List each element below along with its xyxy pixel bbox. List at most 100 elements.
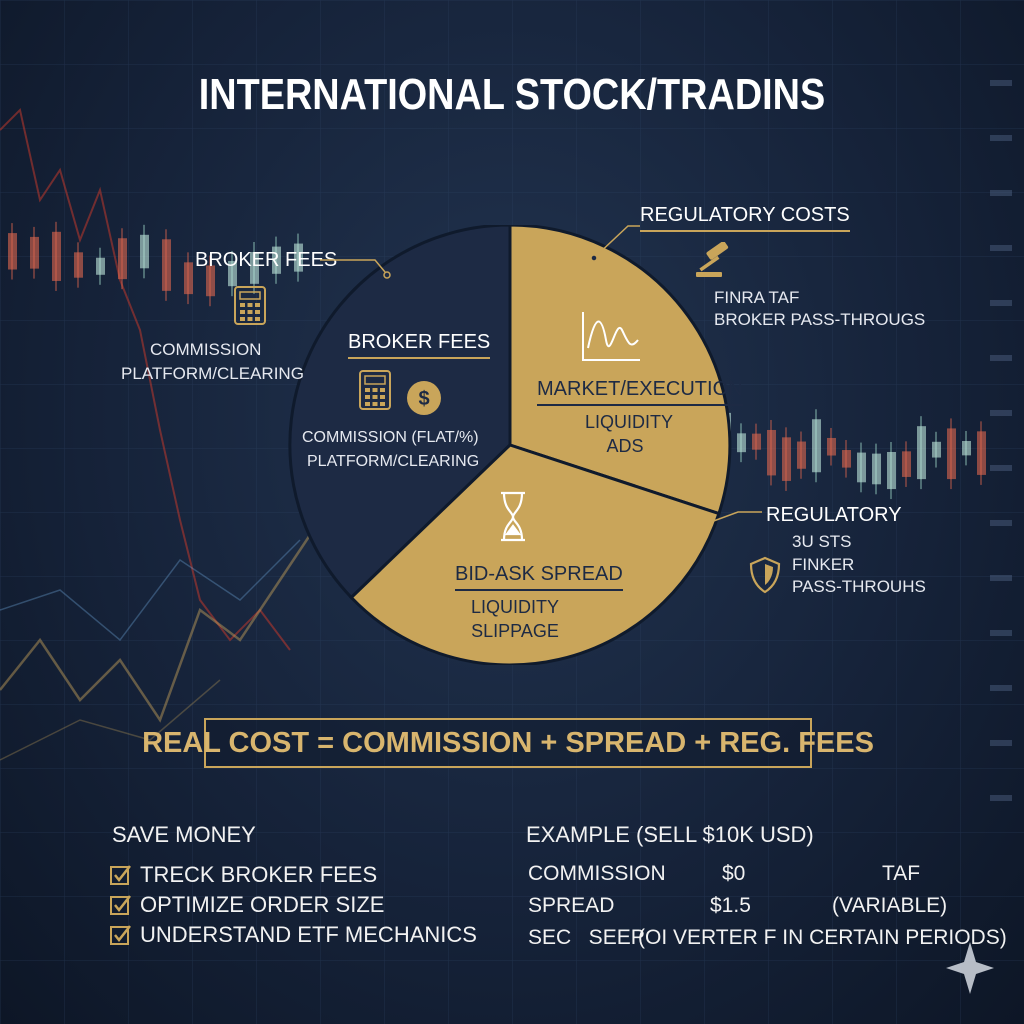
right-top-callout-connector (590, 225, 640, 262)
candle-body (74, 252, 83, 278)
sparkle-icon (946, 942, 994, 994)
page-title: INTERNATIONAL STOCK/TRADINS (198, 70, 826, 119)
example-row-label: SEC SEEP (528, 926, 645, 949)
spread-slice-heading: BID-ASK SPREAD (455, 563, 623, 591)
axis-tick (990, 520, 1012, 526)
candle-body (932, 441, 941, 458)
axis-tick (990, 190, 1012, 196)
shield-icon (749, 556, 781, 594)
candlesticks-left (8, 221, 303, 307)
candle-body (917, 426, 926, 480)
example-row-value: $1.5 (710, 894, 751, 917)
candle-body (140, 234, 149, 269)
pie-slice-market (508, 225, 732, 516)
left-callout-line-2: PLATFORM/CLEARING (121, 364, 304, 383)
broker-slice-line-2: PLATFORM/CLEARING (307, 453, 480, 470)
axis-tick (990, 300, 1012, 306)
candle-body (30, 236, 39, 269)
pie-slice-broker (288, 225, 512, 600)
broker-slice-line-1: COMMISSION (FLAT/%) (302, 429, 479, 446)
candle-body (767, 429, 776, 476)
axis-tick (990, 685, 1012, 691)
candle-body (184, 262, 193, 295)
candle-body (737, 433, 746, 453)
left-callout-heading: BROKER FEES (195, 249, 338, 271)
candle-body (812, 419, 821, 473)
candle-body (228, 260, 237, 287)
candle-body (752, 433, 761, 450)
axis-tick (990, 465, 1012, 471)
cost-pie-chart: $ (288, 225, 732, 665)
candle-body (842, 450, 851, 468)
calculator-icon (359, 370, 391, 410)
right-top-callout-line-1: FINRA TAF (714, 288, 800, 307)
right-bottom-callout-heading: REGULATORY (766, 504, 902, 526)
example-row-note: (VARIABLE) (832, 894, 948, 917)
right-bottom-callout-line-2: FINKER (792, 555, 855, 574)
candle-body (782, 437, 791, 481)
axis-tick (990, 245, 1012, 251)
right-bottom-callout-line-1: 3U STS (792, 532, 852, 551)
list-item: TRECK BROKER FEES (110, 860, 477, 890)
example-row-label: COMMISSION (528, 862, 666, 885)
candle-body (272, 246, 281, 274)
right-top-callout-line-2: BROKER PASS-THROUGS (714, 310, 926, 329)
checkbox-checked-icon (110, 925, 131, 945)
candle-body (872, 453, 881, 485)
candle-body (118, 238, 127, 280)
example-row-value: $0 (722, 862, 746, 885)
list-item: OPTIMIZE ORDER SIZE (110, 890, 477, 920)
save-money-item: TRECK BROKER FEES (140, 862, 378, 887)
candle-body (857, 452, 866, 483)
market-slice-line-2: ADS (606, 436, 644, 456)
axis-tick (990, 355, 1012, 361)
right-bottom-callout-line-3: PASS-THROUHS (792, 577, 926, 596)
axis-tick (990, 575, 1012, 581)
line-chart-icon (582, 312, 640, 361)
axis-tick (990, 795, 1012, 801)
spread-slice-line-2: SLIPPAGE (471, 621, 559, 641)
axis-tick (990, 410, 1012, 416)
example-row-value: (OI VERTER F IN CERTAIN PERIODS) (638, 926, 1007, 949)
svg-text:$: $ (418, 388, 429, 410)
axis-tick (990, 135, 1012, 141)
market-slice-heading: MARKET/EXECUTION (537, 378, 743, 406)
candle-body (250, 251, 259, 284)
candle-body (294, 243, 303, 272)
example-row-note: TAF (882, 862, 921, 885)
list-item: UNDERSTAND ETF MECHANICS (110, 920, 477, 950)
market-slice-line-1: LIQUIDITY (585, 412, 674, 432)
candle-body (162, 239, 171, 291)
save-money-item: OPTIMIZE ORDER SIZE (140, 892, 385, 917)
checkbox-checked-icon (110, 895, 131, 915)
real-cost-formula: REAL COST = COMMISSION + SPREAD + REG. F… (142, 718, 874, 768)
candle-body (797, 441, 806, 469)
candle-body (8, 233, 17, 270)
candle-body (96, 257, 105, 275)
candle-body (206, 265, 215, 297)
hourglass-icon (501, 491, 525, 542)
example-heading: EXAMPLE (SELL $10K USD) (526, 822, 814, 847)
candle-body (947, 428, 956, 480)
axis-tick (990, 630, 1012, 636)
calculator-icon (234, 286, 266, 325)
axis-tick (990, 740, 1012, 746)
left-callout-connector (320, 259, 391, 279)
example-row-label: SPREAD (528, 894, 615, 917)
right-top-callout-heading: REGULATORY COSTS (640, 204, 850, 232)
save-money-heading: SAVE MONEY (112, 822, 256, 847)
gavel-icon (696, 242, 729, 277)
axis-tick (990, 80, 1012, 86)
candle-body (902, 451, 911, 477)
left-callout-line-1: COMMISSION (150, 340, 262, 359)
candle-body (827, 437, 836, 456)
candle-body (887, 451, 896, 490)
save-money-item: UNDERSTAND ETF MECHANICS (140, 922, 477, 947)
axis-ticks-right (990, 80, 1012, 801)
candle-body (962, 440, 971, 456)
spread-slice-line-1: LIQUIDITY (470, 597, 559, 617)
checkbox-checked-icon (110, 865, 131, 885)
pie-slice-spread (349, 443, 721, 665)
broker-slice-heading: BROKER FEES (348, 331, 491, 359)
candle-body (52, 231, 61, 281)
